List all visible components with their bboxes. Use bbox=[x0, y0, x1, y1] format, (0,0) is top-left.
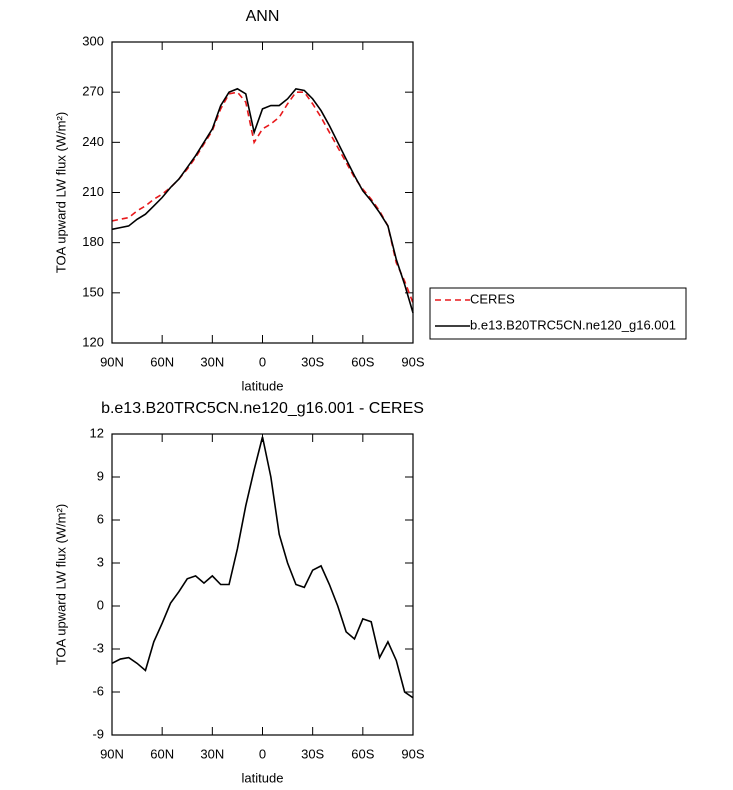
x-tick-label: 90S bbox=[401, 746, 424, 761]
plot-frame bbox=[111, 433, 414, 736]
y-tick-label: 300 bbox=[82, 33, 104, 48]
x-tick-label: 60S bbox=[351, 746, 374, 761]
y-tick-label: 9 bbox=[97, 468, 104, 483]
x-axis-label: latitude bbox=[242, 770, 284, 785]
y-axis-label: TOA upward LW flux (W/m²) bbox=[53, 112, 68, 273]
x-tick-label: 90S bbox=[401, 354, 424, 369]
x-tick-label: 90N bbox=[100, 746, 124, 761]
y-tick-label: 6 bbox=[97, 511, 104, 526]
chart-title: b.e13.B20TRC5CN.ne120_g16.001 - CERES bbox=[101, 400, 424, 417]
x-tick-label: 60N bbox=[150, 746, 174, 761]
x-axis-label: latitude bbox=[242, 378, 284, 393]
data-line bbox=[111, 436, 414, 699]
x-tick-label: 30S bbox=[301, 746, 324, 761]
panel: b.e13.B20TRC5CN.ne120_g16.001 - CERES lat… bbox=[53, 400, 424, 785]
y-tick-label: 240 bbox=[82, 134, 104, 149]
chart-title: ANN bbox=[246, 8, 280, 25]
plot-frame bbox=[111, 41, 414, 344]
y-tick-label: -3 bbox=[92, 640, 104, 655]
y-tick-label: 3 bbox=[97, 554, 104, 569]
y-tick-label: 180 bbox=[82, 234, 104, 249]
y-tick-label: -6 bbox=[92, 683, 104, 698]
legend-label: b.e13.B20TRC5CN.ne120_g16.001 bbox=[470, 317, 676, 332]
y-axis-label: TOA upward LW flux (W/m²) bbox=[53, 504, 68, 665]
y-tick-label: 0 bbox=[97, 597, 104, 612]
y-tick-label: 270 bbox=[82, 84, 104, 99]
x-tick-label: 30N bbox=[200, 354, 224, 369]
y-tick-label: -9 bbox=[92, 726, 104, 741]
data-line bbox=[111, 91, 414, 304]
y-tick-label: 210 bbox=[82, 184, 104, 199]
legend-box bbox=[429, 287, 687, 340]
data-line bbox=[111, 87, 414, 314]
panel: ANN latitude TOA upward LW flux (W/m²) 120 1… bbox=[53, 8, 424, 393]
x-tick-label: 0 bbox=[259, 746, 266, 761]
x-tick-label: 0 bbox=[259, 354, 266, 369]
legend: CERES b.e13.B20TRC5CN.ne120_g16.001 bbox=[429, 287, 687, 340]
y-tick-label: 150 bbox=[82, 284, 104, 299]
x-tick-label: 30N bbox=[200, 746, 224, 761]
y-tick-label: 120 bbox=[82, 334, 104, 349]
y-tick-label: 12 bbox=[90, 425, 104, 440]
x-tick-label: 90N bbox=[100, 354, 124, 369]
legend-label: CERES bbox=[470, 291, 515, 306]
x-tick-label: 30S bbox=[301, 354, 324, 369]
x-tick-label: 60S bbox=[351, 354, 374, 369]
x-tick-label: 60N bbox=[150, 354, 174, 369]
